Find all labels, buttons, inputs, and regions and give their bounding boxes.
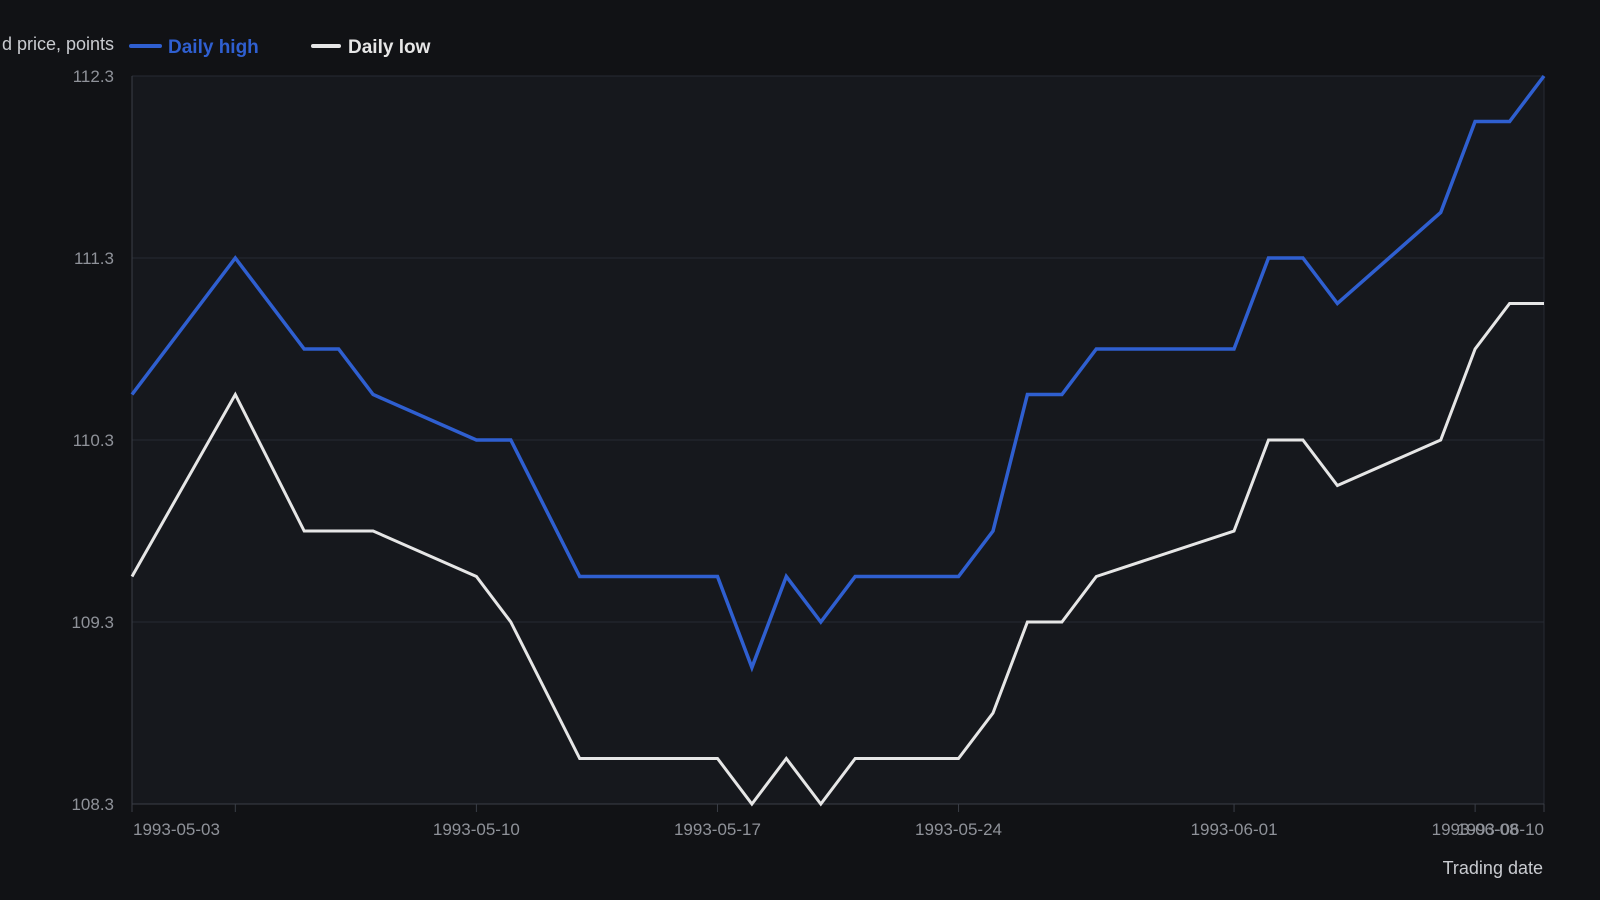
y-tick-label: 112.3 (73, 67, 114, 86)
x-tick-label: 1993-06-08 (1432, 820, 1519, 839)
x-tick-label: 1993-05-17 (674, 820, 761, 839)
y-tick-label: 109.3 (71, 613, 114, 632)
legend-item-daily-low[interactable]: Daily low (311, 37, 431, 58)
series-line-daily-low[interactable] (130, 302, 1544, 807)
legend-item-daily-high[interactable]: Daily high (129, 37, 259, 58)
legend-label-daily-low: Daily low (348, 37, 431, 58)
x-tick-label: 1993-06-01 (1191, 820, 1278, 839)
y-tick-label: 108.3 (71, 795, 114, 814)
gridlines (132, 75, 1544, 805)
x-tick-label: 1993-06-10 (1457, 820, 1544, 839)
axes: 112.3 111.3 110.3 109.3 108.3 1993-05-03 1993-… (71, 67, 1545, 839)
legend: d price, points Daily high Daily low (2, 34, 431, 58)
series-layer (130, 74, 1546, 807)
series-line-daily-high[interactable] (130, 74, 1546, 673)
x-tick-label: 1993-05-03 (133, 820, 220, 839)
y-axis-title: d price, points (2, 34, 114, 54)
y-tick-label: 111.3 (74, 249, 114, 268)
legend-label-daily-high: Daily high (168, 37, 259, 58)
y-tick-label: 110.3 (73, 431, 114, 450)
x-tick-label: 1993-05-10 (433, 820, 520, 839)
x-tick-label: 1993-05-24 (915, 820, 1002, 839)
x-axis-title: Trading date (1443, 858, 1543, 878)
